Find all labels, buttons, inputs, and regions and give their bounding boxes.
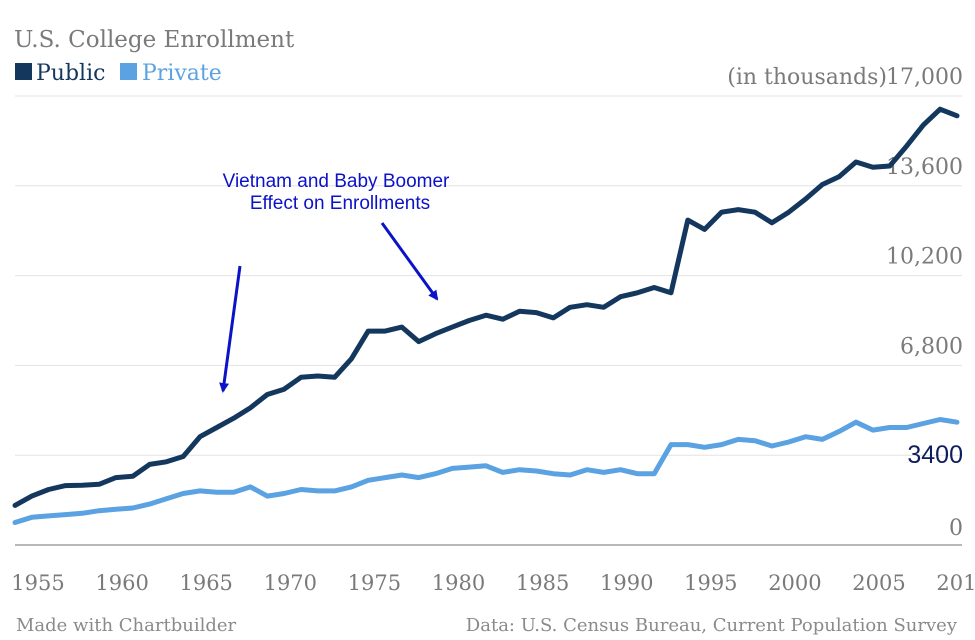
x-tick-label: 1955 <box>11 571 64 595</box>
annotation-arrow-right <box>380 222 439 301</box>
annotation-text-line2: Effect on Enrollments <box>250 193 430 214</box>
gridlines <box>15 95 962 546</box>
y-tick-label: 17,000 <box>886 65 963 90</box>
x-tick-label: 1995 <box>684 571 737 595</box>
legend-label-private: Private <box>142 61 222 86</box>
x-tick-label: 1970 <box>264 571 317 595</box>
legend-swatch-public <box>15 63 32 80</box>
x-tick-label: 1975 <box>348 571 401 595</box>
legend-swatch-private <box>120 63 137 80</box>
legend-label-public: Public <box>36 61 105 86</box>
x-tick-label: 1980 <box>432 571 485 595</box>
unit-label: (in thousands) <box>727 65 887 90</box>
legend: Public Private <box>15 61 222 86</box>
x-tick-label: 2005 <box>852 571 905 595</box>
y-tick-label: 0 <box>949 516 963 541</box>
series-lines <box>12 106 960 525</box>
annotation-arrow-left <box>219 265 242 393</box>
annotation: Vietnam and Baby Boomer Effect on Enroll… <box>219 171 450 393</box>
x-axis-ticks: 1955 1960 1965 1970 1975 1980 1985 1990 1995 2000… <box>11 571 975 595</box>
x-tick-label: 1985 <box>516 571 569 595</box>
x-tick-label: 2000 <box>768 571 821 595</box>
x-tick-label: 1960 <box>95 571 148 595</box>
x-tick-label: 1965 <box>179 571 232 595</box>
x-tick-label: 2010 <box>936 571 975 595</box>
series-line-private <box>12 417 960 525</box>
series-line-public <box>12 106 960 508</box>
footer-source: Data: U.S. Census Bureau, Current Popula… <box>466 615 958 636</box>
y-tick-label: 3400 <box>907 441 963 469</box>
chart-title: U.S. College Enrollment <box>14 27 295 53</box>
footer-credit: Made with Chartbuilder <box>16 615 237 636</box>
y-tick-label: 10,200 <box>886 245 963 270</box>
y-tick-label: 6,800 <box>900 334 963 359</box>
x-tick-label: 1990 <box>600 571 653 595</box>
annotation-text-line1: Vietnam and Baby Boomer <box>223 171 450 192</box>
